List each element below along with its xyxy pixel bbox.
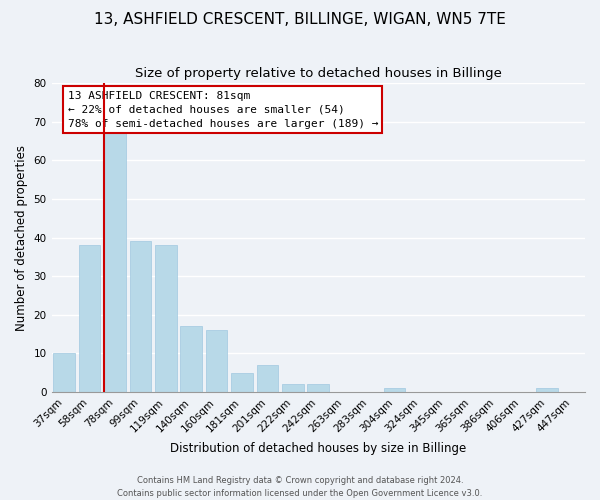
Bar <box>282 384 304 392</box>
Bar <box>257 365 278 392</box>
X-axis label: Distribution of detached houses by size in Billinge: Distribution of detached houses by size … <box>170 442 466 455</box>
Bar <box>206 330 227 392</box>
Bar <box>79 245 100 392</box>
Bar <box>307 384 329 392</box>
Bar <box>383 388 405 392</box>
Text: Contains HM Land Registry data © Crown copyright and database right 2024.
Contai: Contains HM Land Registry data © Crown c… <box>118 476 482 498</box>
Y-axis label: Number of detached properties: Number of detached properties <box>15 144 28 330</box>
Bar <box>53 354 75 392</box>
Bar <box>155 245 176 392</box>
Bar <box>181 326 202 392</box>
Bar <box>231 372 253 392</box>
Bar <box>536 388 557 392</box>
Text: 13 ASHFIELD CRESCENT: 81sqm
← 22% of detached houses are smaller (54)
78% of sem: 13 ASHFIELD CRESCENT: 81sqm ← 22% of det… <box>68 91 378 129</box>
Bar <box>130 242 151 392</box>
Bar <box>104 134 126 392</box>
Title: Size of property relative to detached houses in Billinge: Size of property relative to detached ho… <box>135 68 502 80</box>
Text: 13, ASHFIELD CRESCENT, BILLINGE, WIGAN, WN5 7TE: 13, ASHFIELD CRESCENT, BILLINGE, WIGAN, … <box>94 12 506 28</box>
